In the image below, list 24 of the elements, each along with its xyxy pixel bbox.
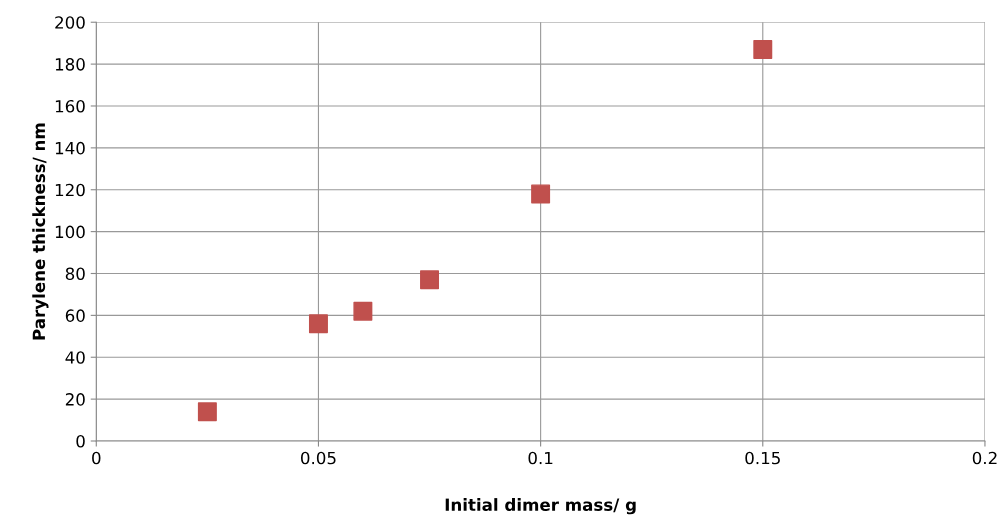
y-tick-label: 120 — [55, 183, 85, 197]
y-tick-label: 100 — [55, 225, 85, 239]
y-tick-label: 20 — [65, 393, 85, 406]
y-tick-label: 60 — [65, 309, 85, 322]
point — [308, 314, 328, 334]
x-axis-title: Initial dimer mass/ g — [445, 498, 636, 515]
y-tick-label: 0 — [76, 434, 85, 448]
x-tick-label: 0 — [92, 451, 101, 465]
x-tick-label: 0.1 — [528, 451, 553, 465]
point — [197, 402, 217, 422]
x-tick-label: 0.2 — [972, 451, 997, 465]
y-tick-label: 40 — [65, 351, 85, 364]
point — [353, 301, 373, 321]
y-axis-title: Parylene thickness/ nm — [32, 123, 49, 340]
y-tick-label: 140 — [55, 141, 85, 155]
x-tick-label: 0.15 — [745, 451, 780, 465]
y-tick-label: 180 — [55, 58, 85, 71]
point — [753, 39, 773, 59]
x-tick-label: 0.05 — [301, 451, 336, 465]
point — [531, 184, 551, 204]
point — [420, 270, 440, 290]
y-tick-label: 160 — [55, 99, 85, 113]
y-tick-label: 80 — [65, 267, 85, 281]
y-tick-label: 200 — [55, 16, 85, 29]
